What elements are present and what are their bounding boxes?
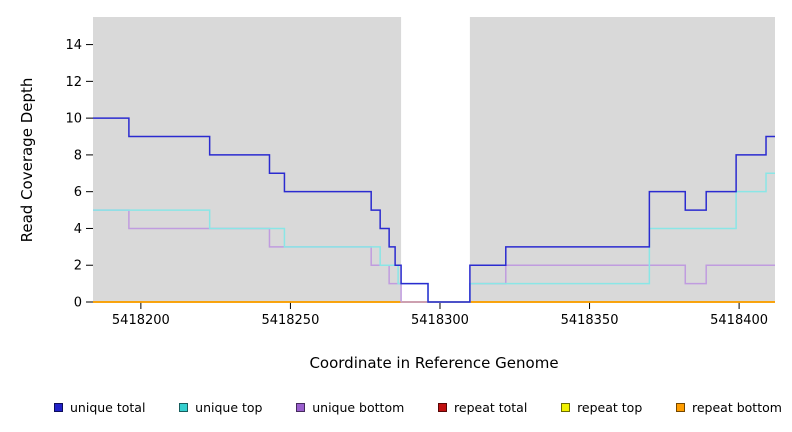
y-tick-label: 14	[65, 38, 82, 53]
legend-swatch-icon	[296, 403, 306, 412]
legend-label: repeat top	[577, 400, 643, 415]
y-tick-label: 4	[74, 222, 82, 237]
x-axis-title: Coordinate in Reference Genome	[309, 354, 559, 372]
x-tick-label: 5418300	[411, 313, 469, 328]
legend-item-repeat-total: repeat total	[438, 400, 527, 415]
legend-label: unique bottom	[312, 400, 405, 415]
legend-item-unique-total: unique total	[54, 400, 145, 415]
x-tick-label: 5418400	[710, 313, 768, 328]
coverage-gap-band	[401, 17, 470, 302]
legend-item-repeat-bottom: repeat bottom	[676, 400, 782, 415]
legend-swatch-icon	[561, 403, 571, 412]
legend-swatch-icon	[54, 403, 63, 412]
legend-label: repeat total	[454, 400, 528, 415]
series-line-unique-bottom	[93, 209, 775, 303]
y-tick-label: 12	[65, 75, 82, 90]
series-line-unique-total	[93, 117, 775, 303]
y-tick-label: 6	[74, 185, 82, 200]
legend: unique total unique top unique bottom repea…	[0, 400, 792, 415]
y-axis-title: Read Coverage Depth	[18, 77, 36, 243]
legend-item-repeat-top: repeat top	[561, 400, 642, 415]
y-tick-label: 2	[74, 259, 82, 274]
x-tick-label: 5418200	[112, 313, 170, 328]
legend-swatch-icon	[676, 403, 685, 412]
legend-label: repeat bottom	[692, 400, 782, 415]
legend-swatch-icon	[438, 403, 448, 412]
legend-item-unique-bottom: unique bottom	[296, 400, 404, 415]
legend-item-unique-top: unique top	[179, 400, 262, 415]
y-tick-label: 10	[65, 112, 82, 127]
legend-swatch-icon	[179, 403, 189, 412]
y-tick-label: 0	[74, 296, 82, 311]
x-tick-label: 5418250	[261, 313, 319, 328]
x-tick-label: 5418350	[561, 313, 619, 328]
legend-label: unique total	[70, 400, 146, 415]
y-tick-label: 8	[74, 148, 82, 163]
legend-label: unique top	[195, 400, 263, 415]
